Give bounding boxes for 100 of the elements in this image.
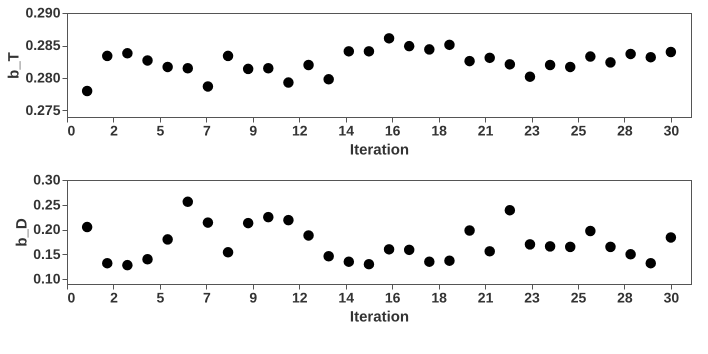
x-tick-label: 16 bbox=[384, 122, 401, 138]
point bbox=[524, 71, 536, 82]
y-tick-label: 0.290 bbox=[25, 4, 61, 20]
x-tick-label: 23 bbox=[524, 290, 540, 306]
point bbox=[384, 244, 394, 255]
point bbox=[82, 86, 92, 96]
y-tick-label: 0.30 bbox=[33, 172, 61, 188]
point bbox=[484, 246, 495, 257]
point bbox=[162, 234, 173, 245]
x-tick-label: 18 bbox=[431, 290, 448, 306]
point bbox=[605, 57, 616, 68]
point bbox=[646, 52, 656, 62]
x-tick-label: 0 bbox=[68, 290, 76, 306]
point bbox=[142, 55, 153, 66]
point bbox=[82, 222, 92, 232]
point bbox=[323, 251, 334, 262]
point bbox=[122, 260, 133, 270]
point bbox=[283, 214, 294, 226]
point bbox=[544, 241, 556, 252]
point bbox=[424, 44, 435, 55]
x-tick-label: 16 bbox=[384, 290, 401, 306]
x-tick-label: 14 bbox=[338, 290, 354, 306]
point bbox=[222, 247, 234, 258]
point bbox=[504, 59, 516, 70]
point bbox=[283, 77, 294, 88]
point bbox=[564, 242, 576, 252]
point bbox=[142, 254, 153, 264]
x-tick-label: 9 bbox=[249, 122, 258, 138]
x-tick-label: 14 bbox=[338, 122, 354, 138]
point bbox=[364, 258, 374, 270]
y-tick-label: 0.275 bbox=[25, 102, 61, 118]
x-tick-label: 9 bbox=[249, 290, 258, 306]
x-axis-title: Iteration bbox=[350, 308, 410, 326]
point bbox=[544, 60, 556, 70]
point bbox=[344, 256, 354, 267]
point bbox=[263, 63, 274, 74]
x-tick-label: 2 bbox=[110, 290, 118, 306]
point bbox=[464, 56, 475, 66]
point bbox=[202, 81, 214, 92]
x-tick-label: 21 bbox=[478, 290, 494, 306]
x-tick-label: 30 bbox=[664, 290, 680, 306]
point bbox=[625, 249, 636, 260]
point bbox=[263, 212, 274, 222]
point bbox=[564, 62, 576, 72]
y-tick-label: 0.25 bbox=[33, 196, 61, 212]
point bbox=[666, 232, 676, 243]
point bbox=[646, 258, 656, 268]
x-axis-title: Iteration bbox=[350, 142, 410, 158]
point bbox=[182, 196, 194, 208]
point bbox=[504, 204, 516, 216]
x-tick-label: 21 bbox=[478, 122, 494, 138]
point bbox=[524, 239, 536, 250]
x-tick-label: 25 bbox=[570, 290, 586, 306]
point bbox=[404, 40, 414, 52]
point bbox=[585, 51, 596, 62]
y-tick-label: 0.15 bbox=[33, 246, 61, 262]
point bbox=[605, 242, 616, 252]
x-tick-label: 28 bbox=[617, 122, 633, 138]
x-tick-label: 23 bbox=[524, 122, 540, 138]
x-tick-label: 5 bbox=[156, 122, 164, 138]
x-tick-label: 25 bbox=[570, 122, 586, 138]
point bbox=[303, 230, 314, 241]
point bbox=[102, 258, 112, 268]
x-tick-label: 5 bbox=[156, 290, 164, 306]
point bbox=[444, 255, 455, 266]
point bbox=[323, 74, 334, 85]
point bbox=[364, 46, 374, 57]
y-tick-label: 0.285 bbox=[25, 37, 61, 53]
point bbox=[384, 33, 394, 44]
point bbox=[242, 64, 254, 74]
point bbox=[102, 50, 112, 62]
x-tick-label: 18 bbox=[431, 122, 448, 138]
point bbox=[222, 50, 234, 62]
y-axis-title: b_T bbox=[5, 52, 22, 79]
y-axis-title: b_D bbox=[13, 218, 30, 247]
y-tick-label: 0.20 bbox=[33, 221, 61, 238]
point bbox=[182, 63, 194, 74]
point bbox=[484, 52, 495, 64]
point bbox=[424, 256, 435, 267]
y-tick-label: 0.280 bbox=[25, 70, 61, 86]
x-tick-label: 2 bbox=[110, 122, 118, 138]
x-tick-label: 28 bbox=[617, 290, 633, 306]
point bbox=[444, 40, 455, 50]
point bbox=[625, 48, 636, 60]
x-tick-label: 12 bbox=[292, 122, 308, 138]
point bbox=[202, 217, 214, 228]
point bbox=[666, 46, 676, 58]
point bbox=[303, 60, 314, 70]
point bbox=[162, 62, 173, 72]
point bbox=[404, 244, 414, 256]
point bbox=[242, 218, 254, 228]
x-tick-label: 7 bbox=[202, 122, 211, 138]
x-tick-label: 0 bbox=[68, 122, 76, 138]
x-tick-label: 7 bbox=[202, 290, 211, 306]
x-tick-label: 12 bbox=[292, 290, 308, 306]
x-tick-label: 30 bbox=[664, 122, 680, 138]
point bbox=[464, 225, 475, 236]
y-tick-label: 0.10 bbox=[33, 270, 61, 287]
point bbox=[585, 226, 596, 236]
point bbox=[344, 46, 354, 57]
